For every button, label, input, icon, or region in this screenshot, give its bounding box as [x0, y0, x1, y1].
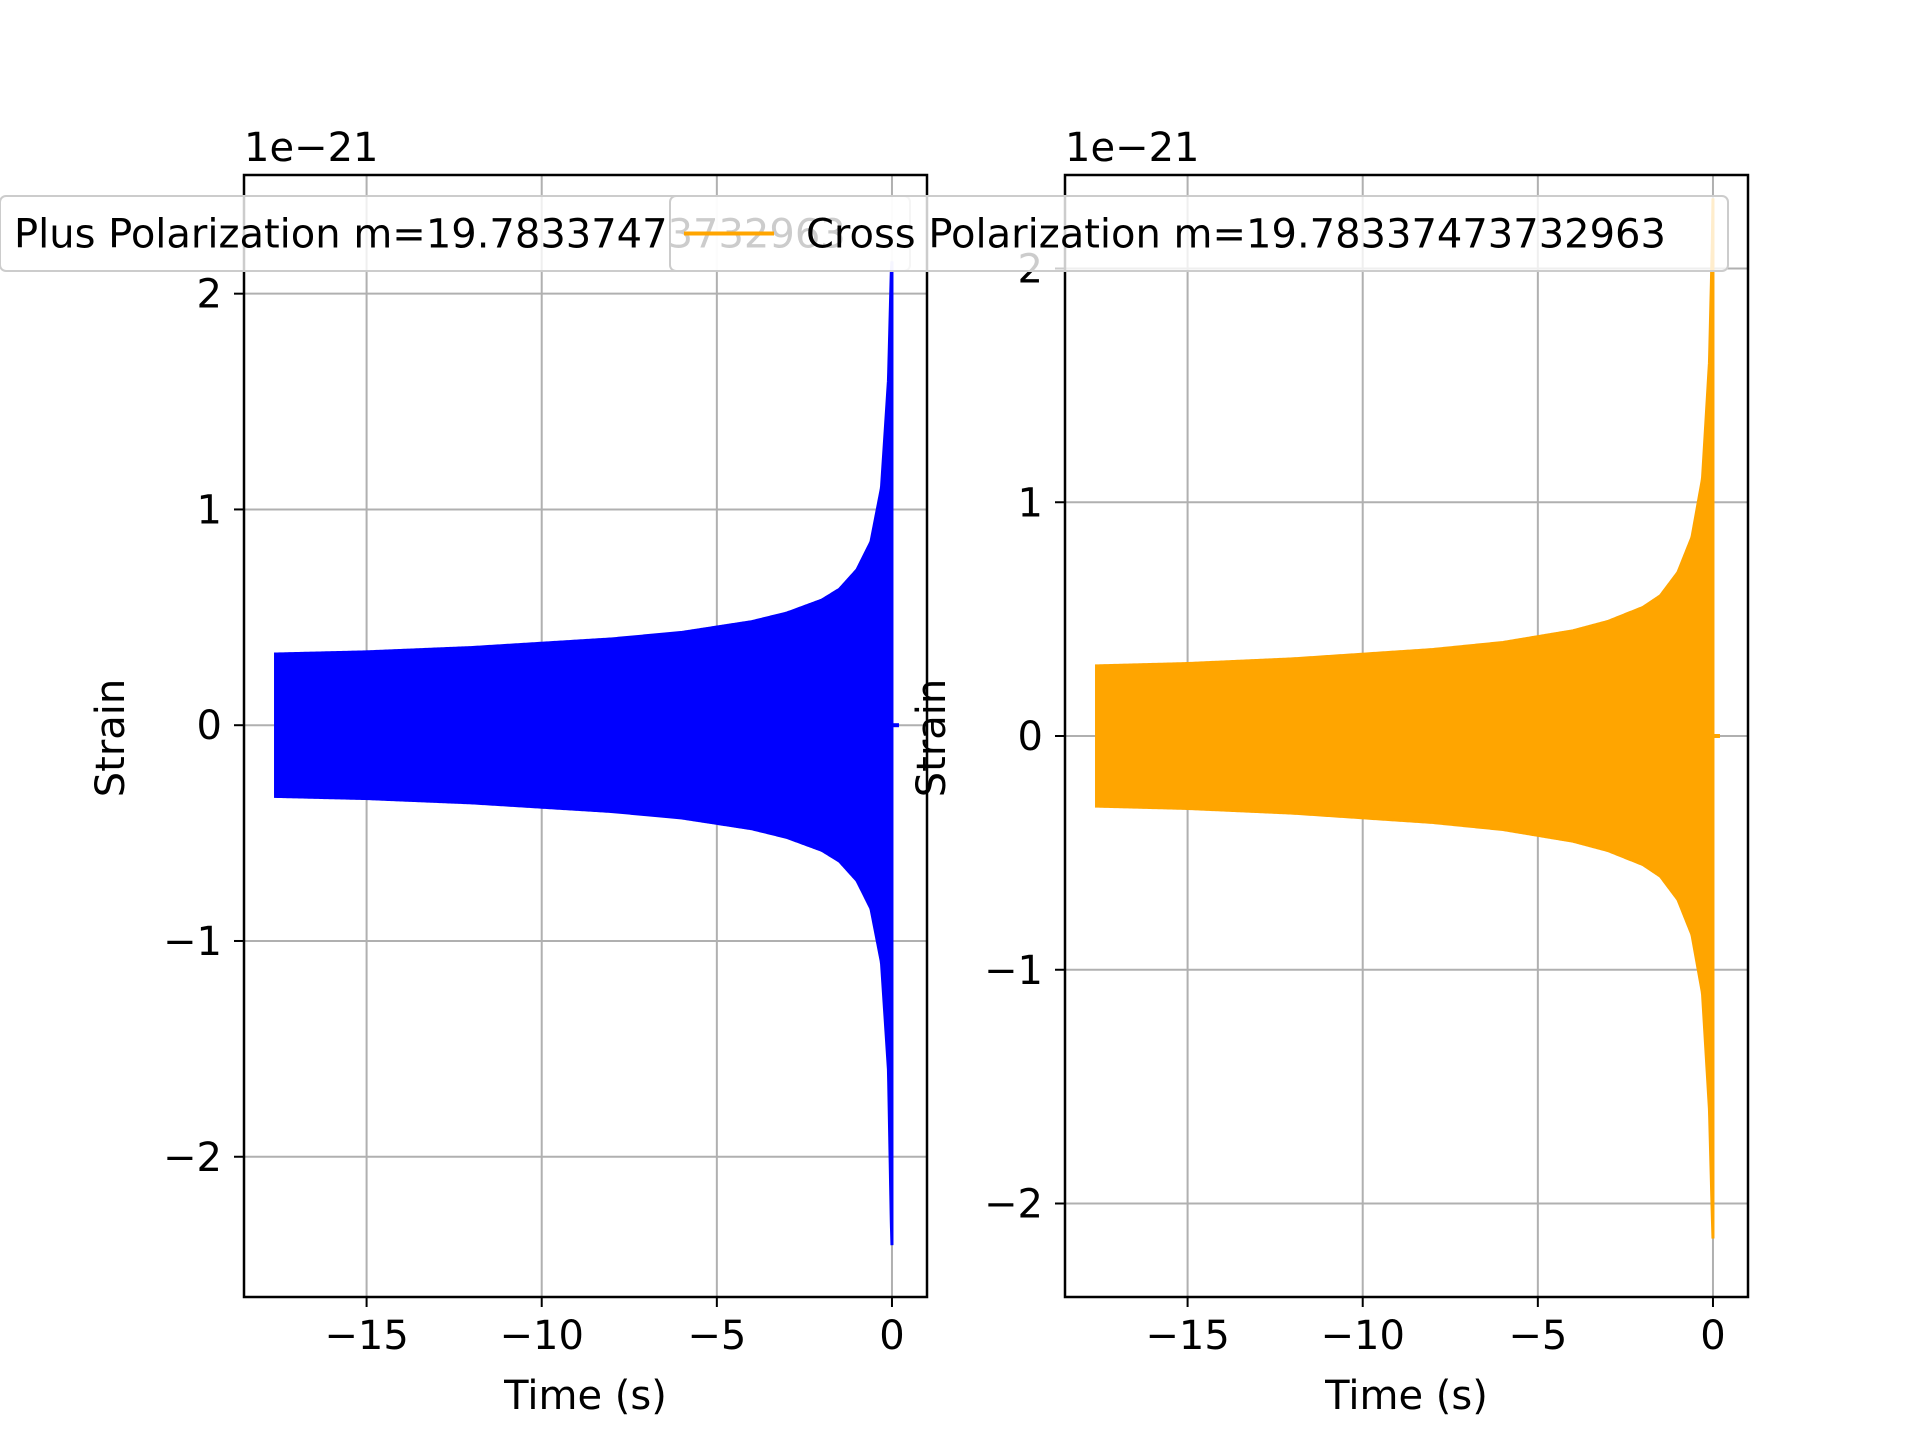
x-tick-label: −5: [687, 1313, 746, 1359]
x-tick-label: −5: [1508, 1313, 1567, 1359]
offset-label: 1e−21: [1065, 125, 1199, 171]
legend-box: [669, 195, 1729, 272]
x-axis-label: Time (s): [503, 1373, 667, 1419]
x-tick-label: −15: [1145, 1313, 1229, 1359]
y-tick-label: −1: [163, 919, 222, 965]
y-tick-label: 1: [197, 487, 222, 533]
y-tick-label: 0: [197, 703, 222, 749]
offset-label: 1e−21: [244, 125, 378, 171]
series-waveform-1: [1095, 198, 1715, 1239]
y-tick-label: −1: [984, 948, 1043, 994]
y-tick-label: 1: [1018, 480, 1043, 526]
y-tick-label: −2: [163, 1135, 222, 1181]
x-axis-label: Time (s): [1324, 1373, 1488, 1419]
legend-2: Cross Polarization m=19.78337473732963: [669, 195, 1729, 272]
y-axis-label: Strain: [909, 679, 955, 798]
y-tick-label: 2: [197, 272, 222, 318]
x-tick-label: 0: [1700, 1313, 1725, 1359]
y-tick-label: 0: [1018, 714, 1043, 760]
legend-label: Cross Polarization m=19.78337473732963: [806, 212, 1666, 258]
series-waveform-1: [274, 261, 894, 1246]
x-tick-label: −10: [1321, 1313, 1405, 1359]
x-tick-label: −15: [324, 1313, 408, 1359]
axes-frame: [242, 173, 929, 1299]
x-tick-label: 0: [879, 1313, 904, 1359]
y-tick-label: −2: [984, 1182, 1043, 1228]
x-tick-label: −10: [500, 1313, 584, 1359]
y-axis-label: Strain: [88, 679, 134, 798]
